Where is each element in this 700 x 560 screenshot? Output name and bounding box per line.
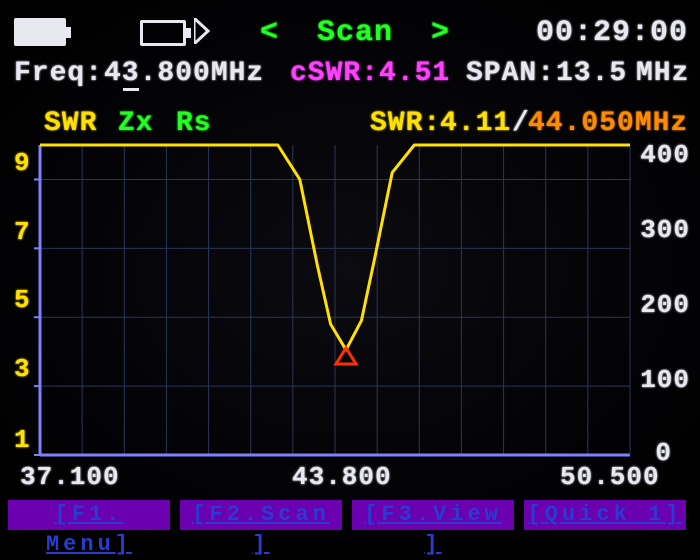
softkey-f2[interactable]: [F2.Scan ] [180, 500, 342, 530]
swr-chart [0, 0, 700, 539]
ytick-left-3: 3 [14, 354, 31, 384]
ytick-left-5: 5 [14, 285, 31, 315]
softkey-f1[interactable]: [F1. Menu] [8, 500, 170, 530]
ytick-left-9: 9 [14, 148, 31, 178]
softkey-f4[interactable]: [Quick 1] [524, 500, 686, 530]
ytick-right-400: 400 [640, 140, 690, 170]
ytick-left-7: 7 [14, 217, 31, 247]
xtick-1: 43.800 [292, 462, 392, 492]
device-screen: { "colors": { "white": "#e8e8f0", "green… [0, 0, 700, 539]
ytick-right-0: 0 [655, 438, 672, 468]
xtick-2: 50.500 [560, 462, 660, 492]
ytick-right-300: 300 [640, 215, 690, 245]
softkey-f3[interactable]: [F3.View ] [352, 500, 514, 530]
ytick-left-1: 1 [14, 425, 31, 455]
xtick-0: 37.100 [20, 462, 120, 492]
ytick-right-200: 200 [640, 290, 690, 320]
ytick-right-100: 100 [640, 365, 690, 395]
